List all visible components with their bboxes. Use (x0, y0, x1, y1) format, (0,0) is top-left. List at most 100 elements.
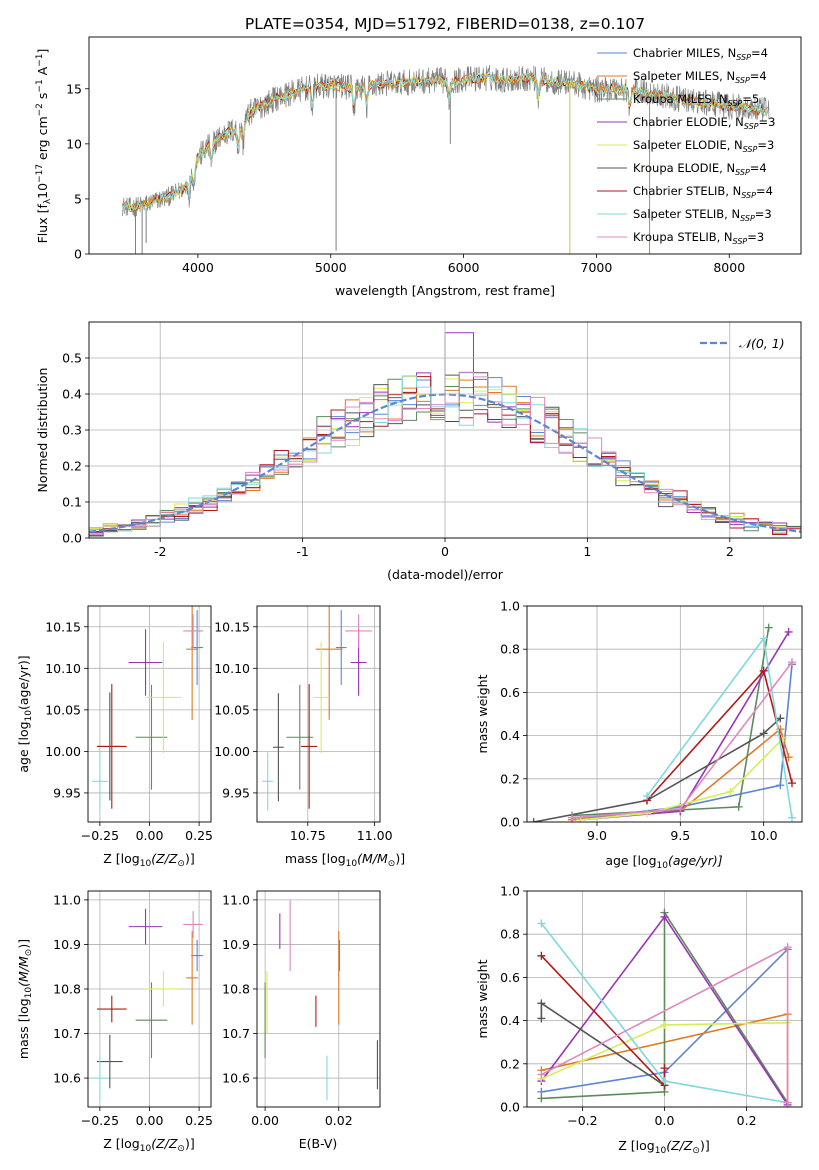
label-part: SSP (728, 99, 743, 108)
y-tick-label: 0.3 (62, 423, 82, 438)
label-part: ⊙ (177, 1144, 185, 1154)
weight-marker (537, 999, 546, 1008)
y-tick-label: 0 (74, 247, 82, 262)
plot-area (262, 606, 372, 811)
axes-frame (526, 890, 803, 1108)
y-tick-label: 10.15 (45, 619, 81, 634)
weight-marker (568, 813, 576, 822)
y-tick-label: 10.8 (53, 981, 81, 996)
x-tick-label: 0 (441, 544, 449, 559)
y-tick-label: 10.7 (222, 1026, 250, 1041)
x-tick-label: 8000 (713, 260, 745, 275)
x-axis-label: Z [log10(Z/Z⊙)] (618, 1138, 709, 1156)
weight-marker (660, 1020, 669, 1029)
plot-area (91, 908, 204, 1101)
weight-marker (676, 805, 685, 814)
label-part: Chabrier ELODIE, N (633, 115, 744, 129)
x-tick-label: -1 (296, 544, 308, 559)
weight-marker (643, 809, 651, 818)
label-part: Chabrier MILES, N (633, 46, 736, 60)
label-part: (Z/Z (151, 1136, 178, 1151)
x-tick-label: 1 (583, 544, 591, 559)
y-tick-label: 11.0 (222, 892, 250, 907)
weight-marker (783, 1098, 792, 1107)
weight-marker (660, 1077, 669, 1086)
label-part: SSP (740, 214, 755, 223)
x-axis-label: (data-model)/error (387, 567, 504, 582)
legend-entry: 𝒩(0, 1) (739, 336, 785, 351)
axes-frame (88, 36, 802, 255)
weight-line (541, 909, 789, 1104)
label-part: s (35, 93, 50, 104)
y-tick-label: 0.0 (500, 815, 520, 830)
x-tick-label: 0.02 (325, 1113, 353, 1128)
legend-entry: Salpeter MILES, NSSP=4 (633, 69, 767, 85)
x-tick-label: 7000 (581, 260, 613, 275)
plot-area (537, 908, 792, 1107)
label-part: 10 (35, 183, 50, 199)
label-part: )] (185, 851, 195, 866)
y-axis-label: mass weight (475, 674, 490, 753)
x-axis-label: age [log10(age/yr)] (605, 853, 722, 871)
y-tick-label: 10.00 (45, 744, 81, 759)
x-tick-label: 0.00 (136, 828, 164, 843)
label-part: A (35, 66, 50, 79)
weight-marker (537, 919, 546, 928)
label-part: λ (43, 198, 53, 204)
y-tick-label: 10.6 (53, 1071, 81, 1086)
x-tick-label: 10.75 (290, 828, 326, 843)
weight-marker (734, 802, 743, 811)
label-part: SSP (744, 122, 759, 131)
weight-marker (776, 781, 785, 790)
y-tick-label: 0.2 (500, 1056, 520, 1071)
label-part: (age/yr)] (16, 655, 31, 710)
weight-marker (537, 951, 546, 960)
legend-entry: Chabrier STELIB, NSSP=4 (633, 184, 773, 200)
x-tick-label: 0.25 (185, 828, 213, 843)
y-axis-label: Normed distribution (35, 368, 50, 493)
x-axis-label: mass [log10(M/M⊙)] (285, 851, 405, 869)
y-tick-label: 10.05 (45, 702, 81, 717)
y-tick-label: 0.0 (62, 531, 82, 546)
label-part: Salpeter MILES, N (633, 69, 735, 83)
label-part: )] (16, 939, 31, 949)
weight-line (580, 737, 785, 821)
y-tick-label: 0.1 (62, 495, 82, 510)
y-axis-label: Flux [fλ10−17 erg cm−2 s−1 A−1] (35, 49, 53, 244)
x-tick-label: 5000 (315, 260, 347, 275)
plot-area (91, 606, 204, 811)
legend-entry: Salpeter ELODIE, NSSP=3 (633, 138, 774, 154)
label-part: 10 (140, 1144, 152, 1154)
x-tick-label: 2 (726, 544, 734, 559)
label-part: Chabrier STELIB, N (633, 184, 741, 198)
weight_vs_age-panel: 9.0 9.5 10.0 0.0 0.2 0.4 0.6 0.8 1.0 age [log10(a… (475, 599, 803, 871)
weight-marker (537, 1094, 546, 1103)
axes-frame (87, 890, 212, 1108)
y-tick-label: 10.7 (53, 1026, 81, 1041)
weight_vs_Z-panel: −0.2 0.0 0.2 0.0 0.2 0.4 0.6 0.8 1.0 Z [log10(Z/Z… (475, 884, 803, 1156)
weight-marker (759, 729, 768, 738)
x-tick-label: 0.2 (737, 1113, 757, 1128)
x-tick-label: −0.25 (81, 828, 119, 843)
weight-marker (783, 943, 792, 952)
label-part: Salpeter ELODIE, N (633, 138, 743, 152)
label-part: Z [log (103, 1136, 139, 1151)
label-part: ⊙ (692, 1146, 700, 1156)
legend-entry: Kroupa ELODIE, NSSP=4 (633, 161, 767, 177)
plot-area (529, 623, 796, 822)
weight-marker (788, 779, 796, 788)
label-part: SSP (735, 168, 750, 177)
spectrum-data-line (122, 64, 770, 217)
y-tick-label: 9.95 (53, 785, 81, 800)
x-tick-label: 0.25 (185, 1113, 213, 1128)
label-part: ⊙ (24, 949, 34, 957)
weight-line (580, 631, 790, 821)
weight-line (533, 717, 781, 822)
label-part: =5 (742, 92, 759, 106)
x-tick-label: 9.5 (670, 828, 690, 843)
label-part: )] (395, 851, 405, 866)
label-part: Flux [f (35, 204, 50, 244)
label-part: SSP (733, 237, 748, 246)
figure-title: PLATE=0354, MJD=51792, FIBERID=0138, z=0… (245, 15, 645, 33)
